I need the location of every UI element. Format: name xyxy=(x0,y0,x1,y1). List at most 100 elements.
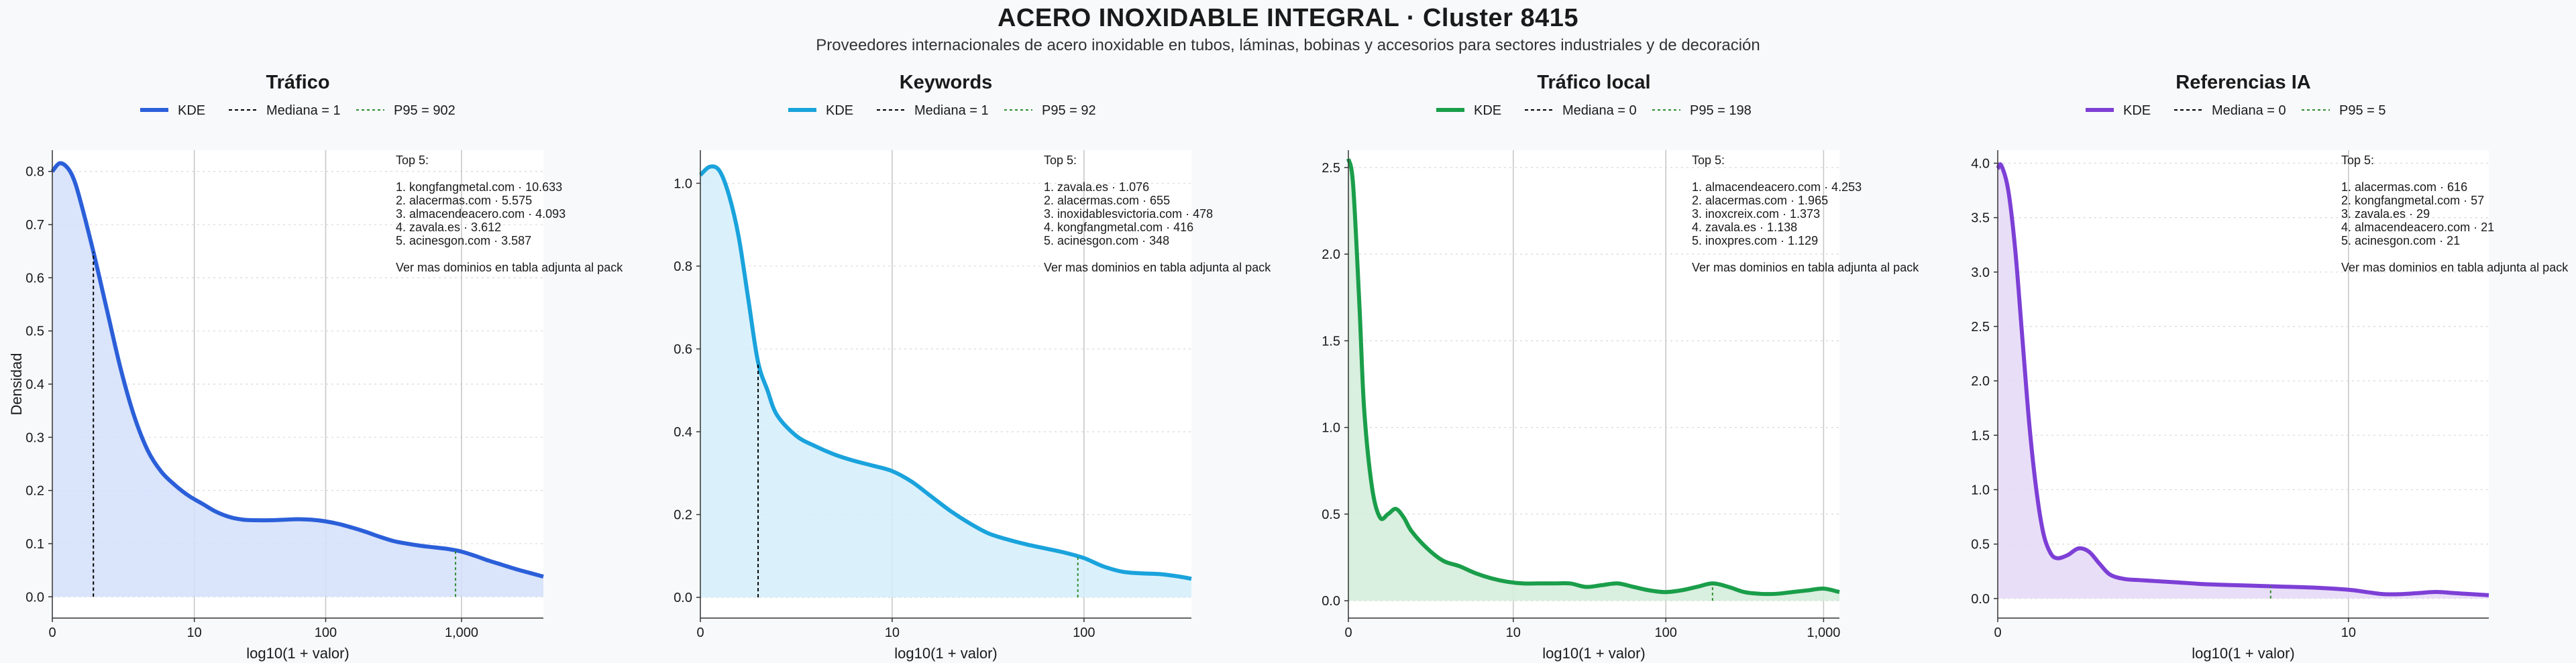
legend-kde-label: KDE xyxy=(826,103,853,118)
panel-title: Referencias IA xyxy=(2176,72,2311,93)
legend-kde-label: KDE xyxy=(178,103,205,118)
y-tick-label: 0.0 xyxy=(1322,594,1340,609)
top5-item: 2. alacermas.com · 5.575 xyxy=(396,194,532,207)
panel-title: Tráfico xyxy=(266,72,329,93)
x-tick-label: 1,000 xyxy=(1807,625,1840,640)
top5-item: 4. zavala.es · 3.612 xyxy=(396,221,501,234)
top5-item: 1. zavala.es · 1.076 xyxy=(1044,180,1149,194)
legend-median-label: Mediana = 0 xyxy=(1562,103,1637,118)
top5-item: 4. kongfangmetal.com · 416 xyxy=(1044,221,1193,234)
y-tick-label: 3.0 xyxy=(1971,265,1990,280)
x-tick-label: 10 xyxy=(2341,625,2356,640)
x-tick-label: 0 xyxy=(696,625,704,640)
top5-item: 4. zavala.es · 1.138 xyxy=(1692,221,1797,234)
top5-item: 3. inoxcreix.com · 1.373 xyxy=(1692,207,1820,221)
y-tick-label: 0.8 xyxy=(25,165,44,180)
kde-area xyxy=(1998,164,2489,599)
y-tick-label: 0.0 xyxy=(1971,592,1990,607)
kde-area xyxy=(52,163,543,597)
y-tick-label: 1.0 xyxy=(674,176,692,191)
top5-item: 2. alacermas.com · 1.965 xyxy=(1692,194,1828,207)
panel-title: Keywords xyxy=(900,72,993,93)
legend-p95-label: P95 = 5 xyxy=(2339,103,2386,118)
y-tick-label: 0.5 xyxy=(1971,538,1990,552)
legend-p95-label: P95 = 198 xyxy=(1690,103,1752,118)
y-tick-label: 0.0 xyxy=(25,590,44,605)
kde-line xyxy=(1346,158,1840,597)
y-tick-label: 0.6 xyxy=(674,342,692,357)
y-tick-label: 0.4 xyxy=(674,425,692,440)
y-tick-label: 1.5 xyxy=(1971,428,1990,443)
y-tick-label: 2.0 xyxy=(1322,247,1340,262)
y-tick-label: 2.5 xyxy=(1971,320,1990,335)
top5-header: Top 5: xyxy=(1044,154,1077,167)
plot-area xyxy=(1998,150,2489,618)
top5-header: Top 5: xyxy=(396,154,429,167)
legend-median-label: Mediana = 0 xyxy=(2212,103,2286,118)
y-tick-label: 3.5 xyxy=(1971,211,1990,226)
top5-item: 5. acinesgon.com · 21 xyxy=(2341,234,2460,247)
y-tick-label: 0.3 xyxy=(25,430,44,445)
top5-item: 4. almacendeacero.com · 21 xyxy=(2341,221,2494,234)
figure-title: ACERO INOXIDABLE INTEGRAL · Cluster 8415 xyxy=(997,4,1578,32)
x-axis-label: log10(1 + valor) xyxy=(246,645,349,662)
y-tick-label: 0.0 xyxy=(674,591,692,605)
plot-area xyxy=(1348,150,1839,618)
x-tick-label: 10 xyxy=(885,625,900,640)
y-tick-label: 1.5 xyxy=(1322,334,1340,349)
x-tick-label: 100 xyxy=(315,625,337,640)
legend-kde-label: KDE xyxy=(2123,103,2151,118)
y-tick-label: 0.7 xyxy=(25,218,44,233)
y-tick-label: 0.5 xyxy=(25,324,44,339)
x-tick-label: 10 xyxy=(187,625,202,640)
legend-p95-label: P95 = 902 xyxy=(394,103,455,118)
kde-line xyxy=(1996,162,2489,597)
figure-subtitle: Proveedores internacionales de acero ino… xyxy=(816,36,1760,54)
x-tick-label: 10 xyxy=(1506,625,1521,640)
x-axis-label: log10(1 + valor) xyxy=(2192,645,2294,662)
legend-kde-label: KDE xyxy=(1474,103,1501,118)
y-tick-label: 0.2 xyxy=(25,484,44,499)
y-tick-label: 2.5 xyxy=(1322,161,1340,176)
x-tick-label: 100 xyxy=(1655,625,1677,640)
x-tick-label: 100 xyxy=(1073,625,1095,640)
top5-item: 3. zavala.es · 29 xyxy=(2341,207,2430,221)
x-tick-label: 0 xyxy=(48,625,56,640)
top5-item: 1. alacermas.com · 616 xyxy=(2341,180,2467,194)
top5-item: 1. almacendeacero.com · 4.253 xyxy=(1692,180,1862,194)
x-tick-label: 1,000 xyxy=(445,625,478,640)
top5-item: 3. almacendeacero.com · 4.093 xyxy=(396,207,566,221)
x-axis-label: log10(1 + valor) xyxy=(894,645,997,662)
top5-footnote: Ver mas dominios en tabla adjunta al pac… xyxy=(1044,261,1271,274)
top5-footnote: Ver mas dominios en tabla adjunta al pac… xyxy=(396,261,623,274)
legend-p95-label: P95 = 92 xyxy=(1042,103,1096,118)
top5-header: Top 5: xyxy=(2341,154,2374,167)
y-tick-label: 1.0 xyxy=(1322,421,1340,436)
kde-area xyxy=(1348,158,1839,601)
y-tick-label: 0.5 xyxy=(1322,507,1340,522)
kde-line xyxy=(50,161,544,579)
legend-median-label: Mediana = 1 xyxy=(914,103,989,118)
y-tick-label: 0.4 xyxy=(25,377,44,392)
panel-title: Tráfico local xyxy=(1537,72,1650,93)
top5-footnote: Ver mas dominios en tabla adjunta al pac… xyxy=(2341,261,2569,274)
top5-header: Top 5: xyxy=(1692,154,1725,167)
top5-item: 5. acinesgon.com · 3.587 xyxy=(396,234,531,247)
top5-item: 3. inoxidablesvictoria.com · 478 xyxy=(1044,207,1213,221)
y-axis-label: Densidad xyxy=(8,353,25,416)
x-tick-label: 0 xyxy=(1994,625,2001,640)
top5-item: 2. alacermas.com · 655 xyxy=(1044,194,1170,207)
top5-item: 5. inoxpres.com · 1.129 xyxy=(1692,234,1818,247)
y-tick-label: 0.8 xyxy=(674,259,692,274)
y-tick-label: 2.0 xyxy=(1971,374,1990,389)
x-axis-label: log10(1 + valor) xyxy=(1542,645,1645,662)
y-tick-label: 0.1 xyxy=(25,537,44,552)
top5-item: 2. kongfangmetal.com · 57 xyxy=(2341,194,2484,207)
kde-line xyxy=(698,164,1192,581)
y-tick-label: 1.0 xyxy=(1971,483,1990,497)
legend-median-label: Mediana = 1 xyxy=(266,103,341,118)
y-tick-label: 0.6 xyxy=(25,271,44,286)
kde-area xyxy=(700,166,1191,598)
x-tick-label: 0 xyxy=(1344,625,1352,640)
